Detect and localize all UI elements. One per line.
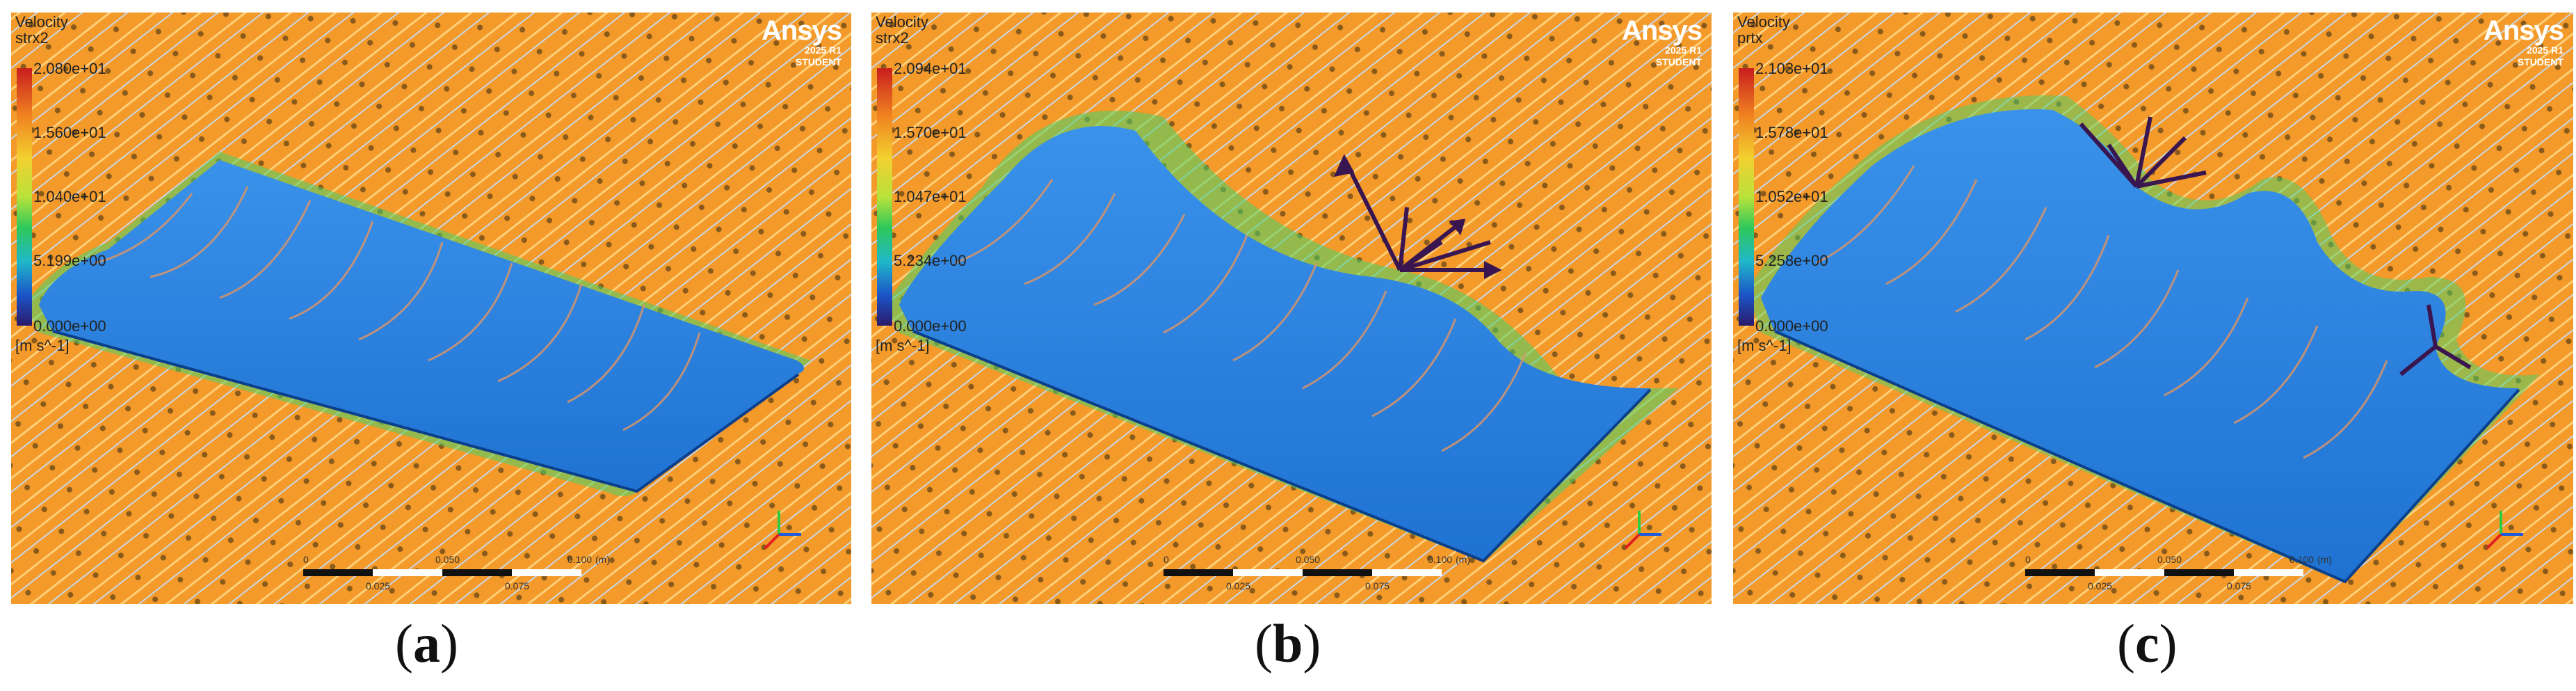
ansys-edition: STUDENT xyxy=(2517,56,2563,67)
legend-tick-1: 1.578e+01 xyxy=(1755,124,1828,141)
legend-title-text: Velocity xyxy=(1737,13,1790,31)
ansys-release: 2025 R1 xyxy=(805,45,842,56)
legend-min: 0.000e+00 xyxy=(1755,317,1828,335)
scale-bar: 0 0.050 0.100 (m) 0.025 0.075 xyxy=(303,554,610,591)
legend-title-text: Velocity xyxy=(876,13,928,31)
panel-b: Velocity strx2 2.094e+01 1.570e+01 1.047… xyxy=(871,13,1712,604)
legend-tick-2: 1.040e+01 xyxy=(33,188,106,205)
legend-unit: [m s^-1] xyxy=(1737,337,1792,354)
scale-end: 0.100 xyxy=(567,554,593,565)
panel-a: Velocity strx2 2.080e+01 1.560e+01 1.040… xyxy=(11,13,851,604)
legend-title: Velocity strx2 xyxy=(15,14,68,46)
caption-letter: b xyxy=(1272,613,1303,674)
legend-tick-1: 1.560e+01 xyxy=(33,124,106,141)
ansys-logo-text: Ansys xyxy=(1621,15,1702,46)
axis-triad-icon xyxy=(1624,511,1661,550)
scale-b: 0.050 xyxy=(435,554,460,565)
caption-b: (b) xyxy=(1255,613,1321,674)
colorbar xyxy=(17,68,32,326)
flow-field-image xyxy=(1733,13,2573,604)
legend-title-text: Velocity xyxy=(15,13,68,31)
legend-tick-3: 5.199e+00 xyxy=(33,252,106,269)
legend-tick-3: 5.234e+00 xyxy=(894,252,967,269)
axis-triad-icon xyxy=(764,511,801,550)
ansys-edition: STUDENT xyxy=(1655,56,1702,67)
legend-tick-2: 1.052e+01 xyxy=(1755,188,1828,205)
ansys-logo: Ansys 2025 R1 STUDENT xyxy=(762,17,842,68)
legend-max: 2.103e+01 xyxy=(1755,60,1828,77)
caption-c: (c) xyxy=(2117,613,2177,674)
scale-start: 0 xyxy=(303,554,309,565)
legend-unit: [m s^-1] xyxy=(15,337,70,354)
ansys-release: 2025 R1 xyxy=(2527,45,2563,56)
legend-subtitle: strx2 xyxy=(876,29,909,47)
ansys-logo-text: Ansys xyxy=(761,15,842,46)
scale-unit: (m) xyxy=(2317,554,2332,565)
ansys-edition: STUDENT xyxy=(795,56,842,67)
scale-c: 0.075 xyxy=(505,580,530,591)
legend-title: Velocity strx2 xyxy=(876,14,928,46)
legend-tick-3: 5.258e+00 xyxy=(1755,252,1828,269)
legend-max: 2.094e+01 xyxy=(894,60,967,77)
legend-unit: [m s^-1] xyxy=(876,337,930,354)
legend-subtitle: prtx xyxy=(1737,29,1763,47)
colorbar xyxy=(1739,68,1754,326)
scale-unit: (m) xyxy=(1456,554,1470,565)
scale-bar: 0 0.050 0.100 (m) 0.025 0.075 xyxy=(1164,554,1470,591)
ansys-logo-text: Ansys xyxy=(2483,15,2564,46)
legend-min: 0.000e+00 xyxy=(33,317,106,335)
flow-field-image xyxy=(871,13,1712,604)
scale-a: 0.025 xyxy=(2088,580,2113,591)
scale-end: 0.100 xyxy=(2289,554,2315,565)
scale-end: 0.100 xyxy=(1428,554,1453,565)
legend-title: Velocity prtx xyxy=(1737,14,1790,46)
scale-start: 0 xyxy=(2025,554,2031,565)
axis-triad-icon xyxy=(2486,511,2523,550)
ansys-logo: Ansys 2025 R1 STUDENT xyxy=(1622,17,1702,68)
panel-c: Velocity prtx 2.103e+01 1.578e+01 1.052e… xyxy=(1733,13,2573,604)
legend-min: 0.000e+00 xyxy=(894,317,967,335)
flow-field-image xyxy=(11,13,851,604)
legend-tick-1: 1.570e+01 xyxy=(894,124,967,141)
scale-b: 0.050 xyxy=(1296,554,1321,565)
scale-unit: (m) xyxy=(595,554,610,565)
scale-c: 0.075 xyxy=(1365,580,1390,591)
legend-max: 2.080e+01 xyxy=(33,60,106,77)
scale-a: 0.025 xyxy=(366,580,391,591)
scale-a: 0.025 xyxy=(1226,580,1251,591)
legend-subtitle: strx2 xyxy=(15,29,49,47)
legend-tick-2: 1.047e+01 xyxy=(894,188,967,205)
caption-letter: c xyxy=(2134,613,2159,674)
scale-start: 0 xyxy=(1164,554,1169,565)
scale-c: 0.075 xyxy=(2227,580,2252,591)
scale-bar: 0 0.050 0.100 (m) 0.025 0.075 xyxy=(2025,554,2332,591)
ansys-logo: Ansys 2025 R1 STUDENT xyxy=(2483,15,2564,68)
ansys-release: 2025 R1 xyxy=(1665,45,1702,56)
caption-letter: a xyxy=(412,613,440,674)
caption-a: (a) xyxy=(395,613,458,674)
colorbar xyxy=(877,68,892,326)
scale-b: 0.050 xyxy=(2157,554,2182,565)
